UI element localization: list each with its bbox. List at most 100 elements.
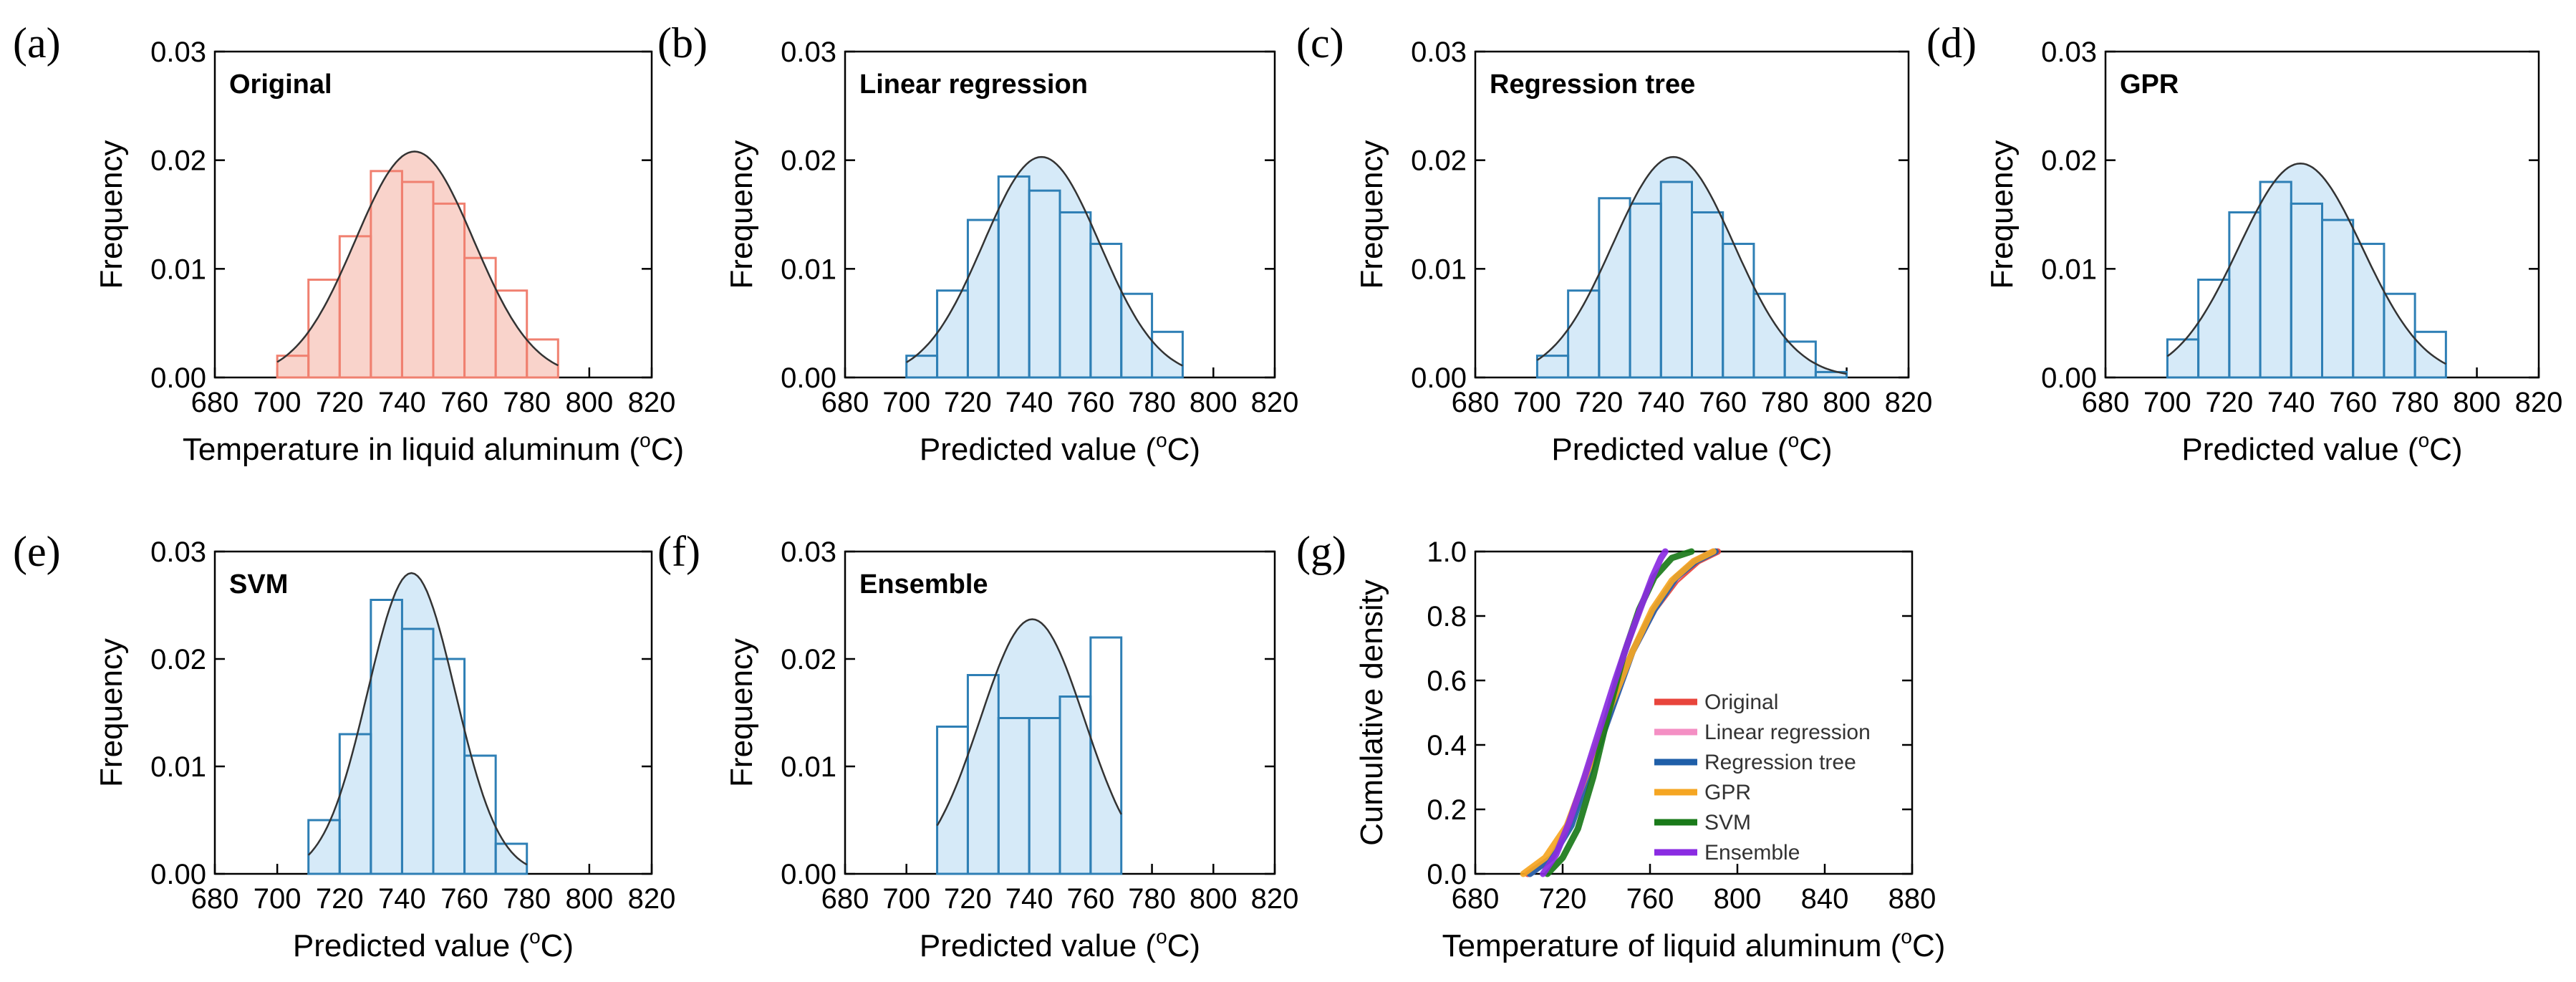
chart-title: Regression tree (1490, 69, 1695, 100)
y-tick-label: 0.01 (781, 254, 836, 285)
x-tick-label: 800 (2453, 387, 2501, 418)
x-axis-title-prefix: Temperature of liquid aluminum ( (1442, 928, 1901, 963)
fit-curve (1536, 155, 1847, 375)
y-tick-label: 0.8 (1427, 601, 1467, 632)
fit-curve (307, 572, 528, 866)
x-tick-label: 800 (1823, 387, 1871, 418)
histogram-bar (1814, 370, 1848, 379)
x-tick-label: 780 (503, 387, 551, 418)
panel-label: (a) (13, 19, 61, 67)
y-tick-label: 0.2 (1427, 794, 1467, 826)
x-tick-label: 680 (821, 883, 869, 915)
x-axis-title-prefix: Predicted value ( (2181, 432, 2418, 467)
x-tick-label: 800 (1714, 883, 1762, 915)
x-axis-title-suffix: C) (2429, 432, 2462, 467)
x-tick-label: 700 (882, 387, 930, 418)
x-tick-label: 740 (1637, 387, 1685, 418)
chart-title: Original (229, 69, 332, 100)
panel-label: (b) (657, 19, 708, 67)
panel-d: (d) 0.00 0.01 0.02 0.03 680 700 720 740 760 780 800… (1926, 19, 2562, 467)
x-axis-title: Predicted value (oC) (920, 925, 1200, 963)
x-tick-label: 680 (1452, 387, 1500, 418)
x-tick-label: 760 (440, 387, 488, 418)
x-tick-label: 780 (2391, 387, 2439, 418)
histogram-bar (494, 289, 529, 379)
x-axis-title-prefix: Predicted value ( (293, 928, 530, 963)
y-tick-label: 0.01 (150, 751, 206, 783)
histogram-bar (1783, 340, 1817, 379)
y-axis-title: Frequency (94, 140, 129, 289)
y-tick-label: 0.03 (781, 536, 836, 568)
panel-label: (c) (1296, 19, 1344, 67)
y-tick-label: 0.0 (1427, 859, 1467, 890)
fit-curve (936, 618, 1122, 827)
x-tick-label: 760 (1066, 387, 1114, 418)
x-axis-title-suffix: C) (541, 928, 574, 963)
y-axis-title: Frequency (724, 638, 759, 787)
y-tick-label: 0.01 (150, 254, 206, 285)
x-tick-label: 800 (565, 883, 613, 915)
y-tick-label: 0.03 (2041, 37, 2097, 68)
y-axis-title: Frequency (1984, 140, 2020, 289)
x-tick-label: 760 (1066, 883, 1114, 915)
x-axis-title: Predicted value (oC) (2181, 429, 2462, 467)
x-axis-title: Predicted value (oC) (1551, 429, 1832, 467)
x-axis-title-degree: o (1156, 925, 1167, 948)
panel-label: (d) (1926, 19, 1977, 67)
x-tick-label: 740 (1005, 387, 1053, 418)
y-tick-label: 0.00 (781, 859, 836, 890)
x-axis-title: Predicted value (oC) (293, 925, 574, 963)
x-tick-label: 780 (1761, 387, 1809, 418)
x-tick-label: 740 (378, 387, 426, 418)
y-tick-label: 0.02 (2041, 145, 2097, 177)
y-tick-label: 0.03 (150, 37, 206, 68)
series-line-gpr (1520, 548, 1717, 877)
panel-label: (e) (13, 528, 61, 575)
x-axis-title-suffix: C) (1799, 432, 1832, 467)
y-tick-label: 0.02 (1411, 145, 1467, 177)
x-tick-label: 780 (503, 883, 551, 915)
y-axis-title: Frequency (94, 638, 129, 787)
histogram-bar (526, 338, 559, 379)
x-tick-label: 800 (1190, 883, 1238, 915)
y-tick-label: 0.00 (150, 859, 206, 890)
x-tick-label: 700 (2143, 387, 2191, 418)
x-tick-label: 820 (1251, 387, 1299, 418)
y-tick-label: 0.02 (781, 644, 836, 675)
x-tick-label: 880 (1888, 883, 1936, 915)
y-axis-title: Cumulative density (1354, 579, 1389, 846)
x-tick-label: 720 (316, 883, 364, 915)
y-tick-label: 1.0 (1427, 536, 1467, 568)
fit-area (2167, 163, 2446, 377)
panel-label: (g) (1296, 528, 1346, 575)
x-axis-title-degree: o (1901, 925, 1912, 948)
x-tick-label: 760 (2329, 387, 2377, 418)
y-tick-label: 0.01 (1411, 254, 1467, 285)
x-tick-label: 780 (1128, 883, 1176, 915)
x-tick-label: 820 (628, 387, 676, 418)
x-axis-title: Temperature in liquid aluminum (oC) (183, 429, 684, 467)
x-axis-title-prefix: Temperature in liquid aluminum ( (183, 432, 640, 467)
y-tick-label: 0.01 (2041, 254, 2097, 285)
histogram-bar (1151, 330, 1184, 379)
histogram-bar (463, 754, 497, 875)
x-tick-label: 700 (254, 387, 302, 418)
chart-title: SVM (229, 569, 288, 600)
fit-area (906, 157, 1183, 377)
x-axis-title-prefix: Predicted value ( (920, 928, 1157, 963)
x-tick-label: 700 (254, 883, 302, 915)
x-axis-title-degree: o (640, 429, 651, 451)
x-tick-label: 680 (2082, 387, 2130, 418)
x-tick-label: 760 (1626, 883, 1674, 915)
x-tick-label: 680 (1452, 883, 1500, 915)
x-tick-label: 820 (2515, 387, 2563, 418)
legend-label: Linear regression (1704, 721, 1871, 744)
y-tick-label: 0.00 (1411, 362, 1467, 394)
x-tick-label: 760 (440, 883, 488, 915)
x-tick-label: 840 (1801, 883, 1849, 915)
fit-area (277, 151, 559, 377)
x-tick-label: 720 (1575, 387, 1623, 418)
x-tick-label: 720 (1539, 883, 1587, 915)
x-tick-label: 740 (1005, 883, 1053, 915)
y-tick-label: 0.00 (781, 362, 836, 394)
